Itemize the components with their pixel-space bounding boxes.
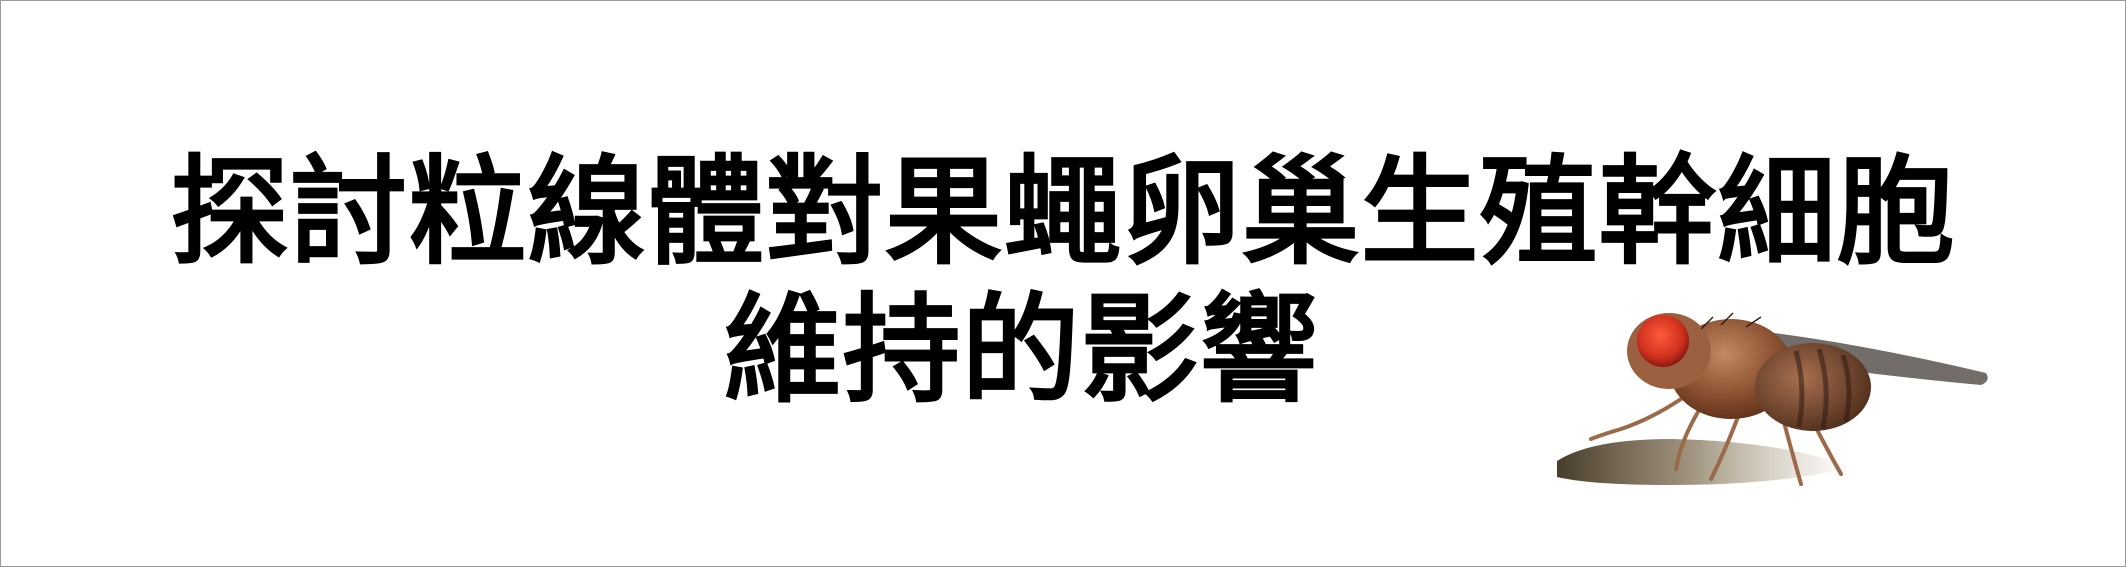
slide-title: 探討粒線體對果蠅卵巢生殖幹細胞 維持的影響 <box>1 143 2125 419</box>
fly-abdomen <box>1755 343 1871 431</box>
title-line-1: 探討粒線體對果蠅卵巢生殖幹細胞 <box>170 143 1956 281</box>
fruit-fly-image <box>1557 312 1988 486</box>
fly-shadow <box>1557 439 1851 485</box>
fly-eye <box>1637 315 1689 367</box>
fly-wing <box>1741 329 1988 385</box>
title-line-2: 維持的影響 <box>723 281 1319 419</box>
